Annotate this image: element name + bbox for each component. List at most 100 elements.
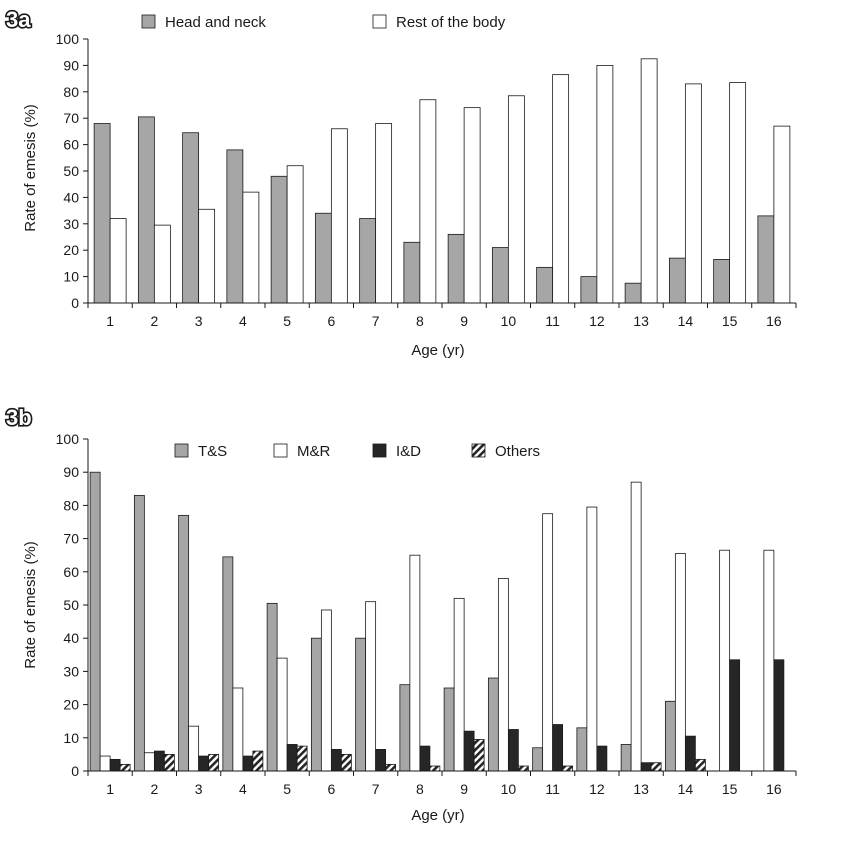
y-tick-label-3a: 20 [63,242,79,258]
y-tick-label-3b: 80 [63,497,79,513]
bar-head-and-neck-age-14-3a [668,257,686,304]
legend-label-m-r-3b: M&R [297,443,331,460]
bar-i-d-age-9-3b [463,730,475,772]
bar-others-age-5-3b [296,745,308,772]
panel-label-3b: 3b [6,405,32,430]
chart-panel-3a: 3a Head and neck Rest of the body 0 10 20 30… [4,5,797,359]
bar-rest-of-the-body-age-15-3a [729,82,747,304]
bar-t-s-age-13-3b [620,744,632,772]
x-axis-label-3a: Age (yr) [411,342,464,359]
bar-rest-of-the-body-age-6-3a [330,128,348,304]
bar-head-and-neck-age-11-3a [536,266,554,304]
bar-t-s-age-4-3b [222,556,234,772]
bar-others-age-6-3b [340,754,352,772]
bar-head-and-neck-age-3-3a [182,132,200,304]
bar-t-s-age-7-3b [355,637,367,772]
bar-rest-of-the-body-age-12-3a [596,65,614,304]
y-tick-label-3b: 90 [63,464,79,480]
x-tick-label-3a: 14 [678,313,694,329]
bar-t-s-age-12-3b [576,727,588,772]
bar-t-s-age-3-3b [178,514,190,772]
y-tick-label-3b: 30 [63,663,79,679]
bar-rest-of-the-body-age-1-3a [109,218,127,304]
x-tick-label-3a: 1 [106,313,114,329]
legend-swatch-others-3b [471,443,486,458]
bar-rest-of-the-body-age-11-3a [552,74,570,304]
x-tick-label-3b: 2 [150,781,158,797]
bar-m-r-age-13-3b [630,481,642,772]
x-tick-label-3a: 2 [150,313,158,329]
bar-i-d-age-5-3b [286,744,298,772]
bar-head-and-neck-age-15-3a [713,259,731,304]
y-tick-label-3a: 80 [63,84,79,100]
bar-head-and-neck-age-7-3a [359,218,377,304]
bar-others-age-4-3b [252,750,264,772]
bar-i-d-age-14-3b [684,735,696,772]
bar-others-age-11-3b [562,765,574,772]
bar-others-age-8-3b [429,765,441,772]
legend-label-head-and-neck-3a: Head and neck [165,14,266,31]
x-tick-label-3a: 4 [239,313,247,329]
y-tick-label-3b: 10 [63,730,79,746]
bar-t-s-age-8-3b [399,684,411,772]
x-tick-label-3a: 16 [766,313,782,329]
y-tick-label-3a: 100 [56,31,80,47]
x-tick-label-3b: 13 [633,781,649,797]
bar-others-age-14-3b [694,758,706,772]
legend-swatch-m-r-3b [273,443,288,458]
y-tick-label-3b: 0 [71,763,79,779]
x-tick-label-3b: 3 [195,781,203,797]
bar-others-age-13-3b [650,762,662,772]
x-tick-label-3b: 1 [106,781,114,797]
bar-i-d-age-3-3b [198,755,210,772]
bar-head-and-neck-age-1-3a [93,123,111,304]
legend-swatch-head-and-neck-3a [141,14,156,29]
bar-t-s-age-11-3b [532,747,544,772]
bars-3b [89,471,785,772]
legend-label-i-d-3b: I&D [396,443,421,460]
bar-rest-of-the-body-age-10-3a [507,95,525,304]
bar-m-r-age-16-3b [763,549,775,772]
bar-rest-of-the-body-age-2-3a [153,224,171,304]
y-tick-label-3a: 90 [63,57,79,73]
y-tick-label-3a: 70 [63,110,79,126]
legend-swatch-t-s-3b [174,443,189,458]
bar-others-age-9-3b [473,739,485,772]
bar-t-s-age-10-3b [487,677,499,772]
chart-panel-3b: 3b T&S M&R I&D Others 0 10 20 30 40 50 60 70 80 90 10… [4,403,797,824]
bar-head-and-neck-age-16-3a [757,215,775,304]
legend-label-rest-of-the-body-3a: Rest of the body [396,14,506,31]
y-tick-label-3b: 60 [63,564,79,580]
bar-i-d-age-6-3b [330,749,342,772]
x-tick-label-3a: 10 [501,313,517,329]
x-tick-label-3a: 13 [633,313,649,329]
x-tick-label-3b: 15 [722,781,738,797]
bar-head-and-neck-age-13-3a [624,282,642,304]
bar-m-r-age-5-3b [276,657,288,772]
bar-head-and-neck-age-9-3a [447,233,465,304]
bar-t-s-age-2-3b [133,495,145,772]
bar-i-d-age-16-3b [773,659,785,772]
x-tick-label-3b: 12 [589,781,605,797]
bar-i-d-age-10-3b [507,729,519,772]
bar-i-d-age-11-3b [552,724,564,772]
y-tick-label-3b: 70 [63,531,79,547]
y-tick-label-3a: 10 [63,269,79,285]
x-tick-label-3a: 6 [327,313,335,329]
bar-m-r-age-3-3b [188,725,200,772]
y-tick-label-3a: 50 [63,163,79,179]
y-tick-label-3b: 20 [63,697,79,713]
bar-others-age-2-3b [163,754,175,772]
x-tick-label-3a: 8 [416,313,424,329]
bar-rest-of-the-body-age-16-3a [773,125,791,304]
bar-rest-of-the-body-age-4-3a [242,191,260,304]
x-tick-label-3a: 15 [722,313,738,329]
y-tick-label-3a: 40 [63,189,79,205]
x-tick-label-3b: 5 [283,781,291,797]
bar-i-d-age-1-3b [109,758,121,772]
x-axis-label-3b: Age (yr) [411,807,464,824]
bar-m-r-age-4-3b [232,687,244,772]
x-tick-label-3b: 9 [460,781,468,797]
x-tick-label-3b: 6 [327,781,335,797]
